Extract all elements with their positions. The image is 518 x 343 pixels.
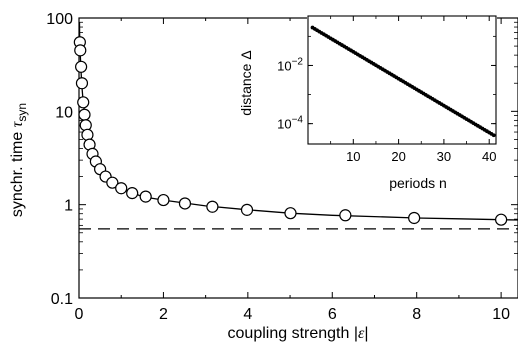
inset-x-tick-label: 10 <box>346 149 360 164</box>
inset-y-tick-label: 10−2 <box>277 56 303 73</box>
data-marker <box>126 187 139 200</box>
y-tick-label: 0.1 <box>51 291 73 308</box>
data-marker <box>240 203 254 216</box>
x-tick-label: 6 <box>328 306 337 323</box>
x-tick-label: 8 <box>412 306 421 323</box>
data-marker <box>408 211 421 225</box>
y-axis-label: synchr. time τsyn <box>9 103 29 217</box>
data-marker <box>115 182 128 195</box>
inset-frame <box>307 15 497 145</box>
x-tick-label: 4 <box>243 306 252 323</box>
main-plot: 0 2 4 6 8 10 0.1 1 10 100 <box>46 11 518 323</box>
data-marker <box>339 209 352 222</box>
data-marker <box>74 44 87 57</box>
inset-y-tick-label: 10−4 <box>277 115 303 132</box>
inset-plot: 10 20 30 40 10−2 10−4 <box>277 15 497 164</box>
data-marker <box>75 60 88 73</box>
x-tick-label: 10 <box>492 306 510 323</box>
y-tick-label: 10 <box>55 104 73 121</box>
data-marker <box>157 193 170 207</box>
inset-data-point <box>491 133 496 138</box>
data-marker <box>81 128 94 141</box>
data-marker <box>75 77 89 90</box>
y-tick-label: 1 <box>64 198 73 215</box>
data-marker <box>106 176 119 189</box>
data-marker <box>206 200 219 213</box>
data-marker <box>284 207 297 220</box>
data-marker <box>78 108 91 121</box>
data-marker <box>495 213 508 226</box>
data-marker <box>139 190 152 203</box>
y-tick-label: 100 <box>46 11 73 28</box>
x-tick-label: 0 <box>75 306 84 323</box>
inset-x-tick-label: 20 <box>391 149 405 164</box>
inset-x-tick-label: 40 <box>482 149 496 164</box>
inset-y-axis-label: distance Δ <box>238 50 254 115</box>
data-marker <box>178 197 192 210</box>
data-marker <box>77 96 90 109</box>
plot-frame <box>78 17 518 299</box>
x-tick-label: 2 <box>159 306 168 323</box>
x-axis-label: coupling strength |ε| <box>228 325 369 342</box>
inset-x-tick-label: 30 <box>437 149 451 164</box>
inset-x-axis-label: periods n <box>389 175 447 191</box>
